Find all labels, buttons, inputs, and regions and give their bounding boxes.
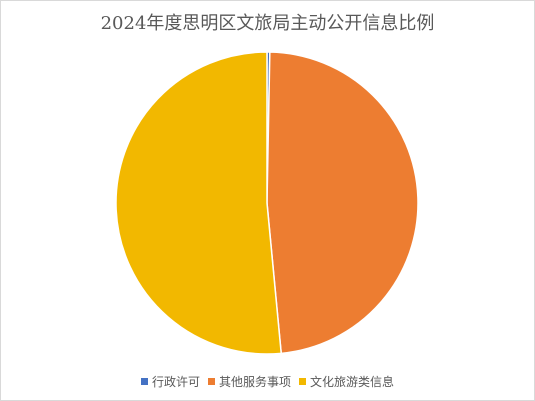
legend-item: 文化旅游类信息 (299, 373, 394, 390)
legend-label: 其他服务事项 (218, 375, 291, 389)
legend-label: 行政许可 (151, 375, 200, 389)
legend-swatch (140, 378, 148, 385)
legend-label: 文化旅游类信息 (310, 375, 395, 389)
legend-item: 行政许可 (140, 373, 200, 390)
legend-item: 其他服务事项 (207, 373, 291, 390)
chart-title: 2024年度思明区文旅局主动公开信息比例 (100, 13, 435, 34)
legend-swatch (299, 378, 306, 385)
pie-slice-3 (115, 51, 283, 355)
legend-swatch (207, 378, 215, 385)
chart-legend: 行政许可 其他服务事项 文化旅游类信息 (0, 373, 535, 390)
pie-slice-2 (266, 51, 419, 355)
